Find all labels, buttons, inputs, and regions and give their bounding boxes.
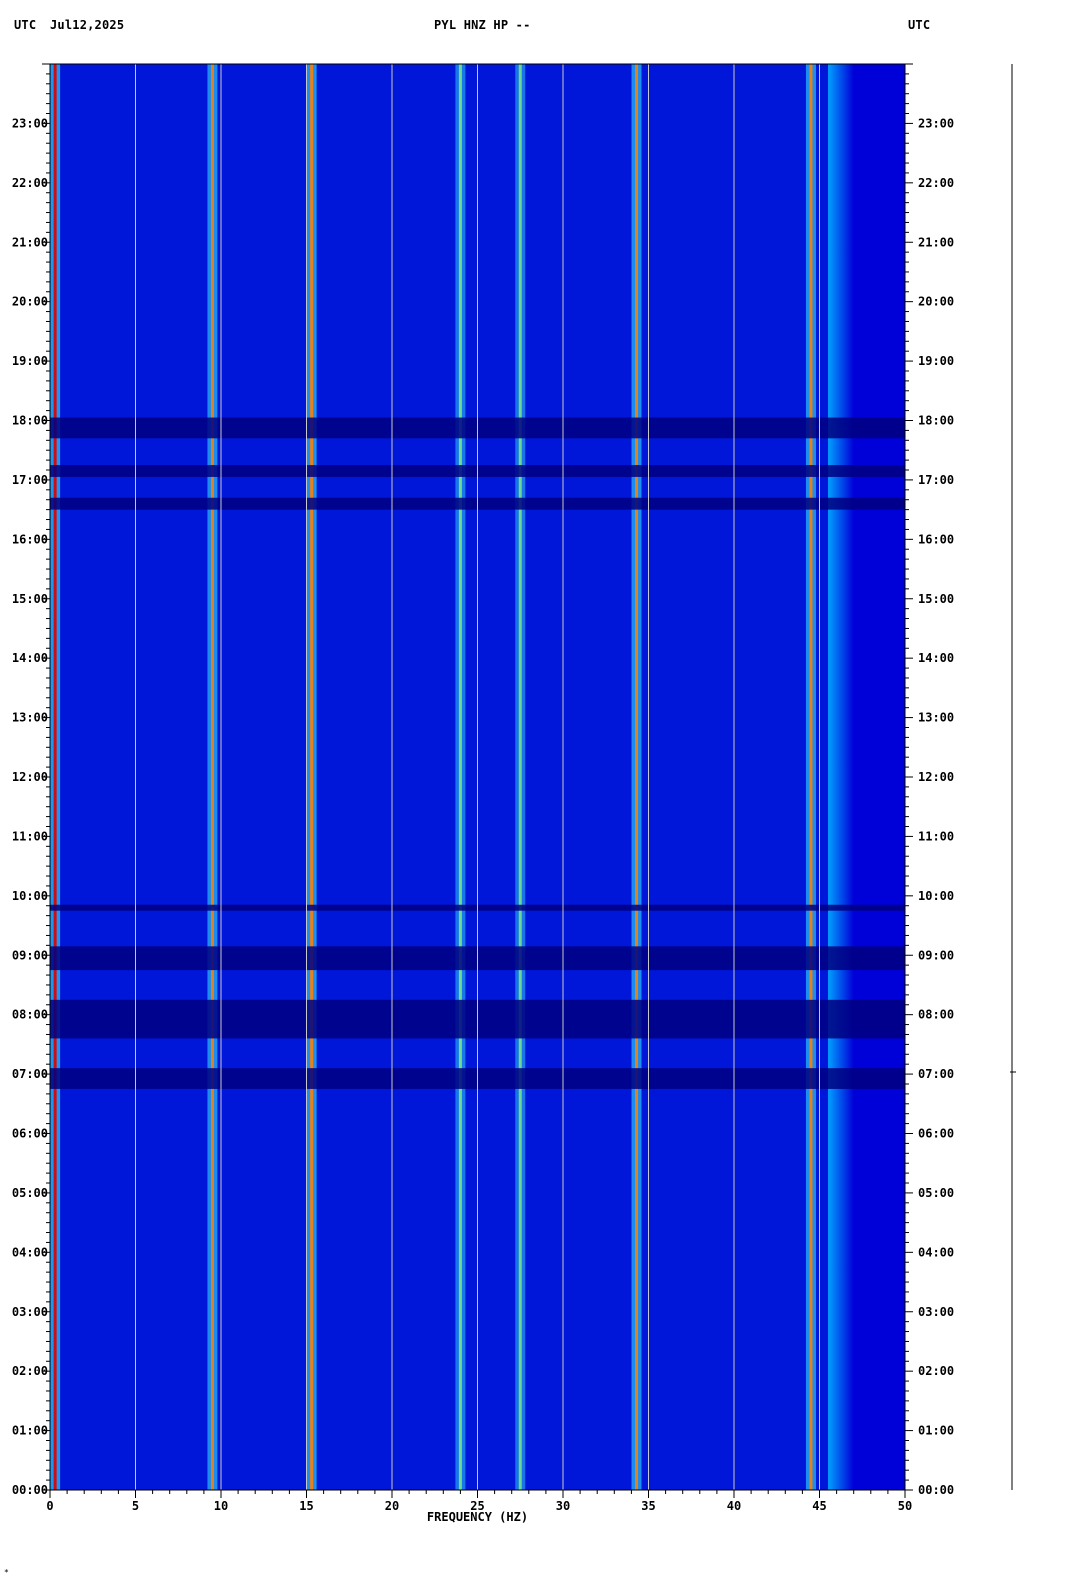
left-timezone-label: UTC: [14, 18, 37, 32]
y-tick-label-right: 20:00: [918, 295, 954, 309]
y-tick-label-right: 10:00: [918, 889, 954, 903]
y-tick-label-left: 18:00: [12, 414, 48, 428]
y-tick-label-left: 10:00: [12, 889, 48, 903]
x-tick-label: 45: [812, 1499, 826, 1513]
spectral-line: [809, 64, 813, 1490]
y-tick-label-left: 02:00: [12, 1364, 48, 1378]
y-tick-label-right: 06:00: [918, 1127, 954, 1141]
broadband-energy: [50, 64, 829, 1490]
y-tick-label-left: 14:00: [12, 651, 48, 665]
y-tick-label-left: 23:00: [12, 116, 48, 130]
y-tick-label-right: 14:00: [918, 651, 954, 665]
x-tick-label: 10: [214, 1499, 228, 1513]
y-tick-label-right: 11:00: [918, 829, 954, 843]
right-timezone-label: UTC: [908, 18, 931, 32]
spectral-line: [518, 64, 522, 1490]
y-tick-label-right: 12:00: [918, 770, 954, 784]
spectral-line: [635, 64, 639, 1490]
y-tick-label-left: 13:00: [12, 711, 48, 725]
y-tick-label-left: 21:00: [12, 235, 48, 249]
spectral-line: [310, 64, 314, 1490]
y-tick-label-left: 08:00: [12, 1008, 48, 1022]
x-tick-label: 30: [556, 1499, 570, 1513]
y-tick-label-left: 00:00: [12, 1483, 48, 1497]
x-tick-label: 50: [898, 1499, 912, 1513]
x-tick-label: 35: [641, 1499, 655, 1513]
y-tick-label-left: 16:00: [12, 532, 48, 546]
y-tick-label-right: 19:00: [918, 354, 954, 368]
x-tick-label: 5: [132, 1499, 139, 1513]
y-tick-label-right: 15:00: [918, 592, 954, 606]
y-tick-label-right: 18:00: [918, 414, 954, 428]
y-tick-label-left: 07:00: [12, 1067, 48, 1081]
y-tick-label-left: 03:00: [12, 1305, 48, 1319]
frequency-gridlines: [135, 64, 820, 1490]
y-tick-label-right: 08:00: [918, 1008, 954, 1022]
spectral-line: [53, 64, 57, 1490]
spectral-line: [210, 64, 214, 1490]
y-tick-label-right: 07:00: [918, 1067, 954, 1081]
y-tick-label-left: 01:00: [12, 1424, 48, 1438]
y-tick-label-right: 00:00: [918, 1483, 954, 1497]
y-tick-label-left: 19:00: [12, 354, 48, 368]
y-tick-label-left: 12:00: [12, 770, 48, 784]
corner-mark: *: [4, 1568, 9, 1577]
y-tick-label-right: 03:00: [918, 1305, 954, 1319]
rolloff-band: [853, 64, 905, 1490]
y-tick-label-right: 01:00: [918, 1424, 954, 1438]
y-tick-label-left: 09:00: [12, 948, 48, 962]
rolloff-transition: [828, 64, 854, 1490]
y-tick-label-left: 17:00: [12, 473, 48, 487]
date-label: Jul12,2025: [50, 18, 125, 32]
y-tick-label-right: 22:00: [918, 176, 954, 190]
y-tick-label-left: 04:00: [12, 1245, 48, 1259]
x-tick-label: 40: [727, 1499, 741, 1513]
x-tick-label: 15: [299, 1499, 313, 1513]
x-tick-label: 0: [46, 1499, 53, 1513]
y-tick-label-right: 17:00: [918, 473, 954, 487]
y-tick-label-right: 04:00: [918, 1245, 954, 1259]
axes: 0 5 10 15 20 25 30 35 40 45 50 00:00 00:00 01:00 01:00…: [12, 63, 954, 1513]
y-tick-label-left: 20:00: [12, 295, 48, 309]
y-tick-label-right: 05:00: [918, 1186, 954, 1200]
y-tick-label-right: 09:00: [918, 948, 954, 962]
y-tick-label-left: 15:00: [12, 592, 48, 606]
y-tick-label-left: 06:00: [12, 1127, 48, 1141]
y-tick-label-right: 13:00: [918, 711, 954, 725]
y-tick-label-right: 02:00: [918, 1364, 954, 1378]
spectral-line: [458, 64, 462, 1490]
x-tick-label: 25: [470, 1499, 484, 1513]
x-tick-label: 20: [385, 1499, 399, 1513]
y-tick-label-left: 22:00: [12, 176, 48, 190]
y-tick-label-right: 16:00: [918, 532, 954, 546]
x-axis-label: FREQUENCY (HZ): [427, 1510, 528, 1524]
y-tick-label-left: 11:00: [12, 829, 48, 843]
y-tick-label-left: 05:00: [12, 1186, 48, 1200]
y-tick-label-right: 21:00: [918, 235, 954, 249]
station-title: PYL HNZ HP --: [434, 18, 531, 32]
y-tick-label-right: 23:00: [918, 116, 954, 130]
